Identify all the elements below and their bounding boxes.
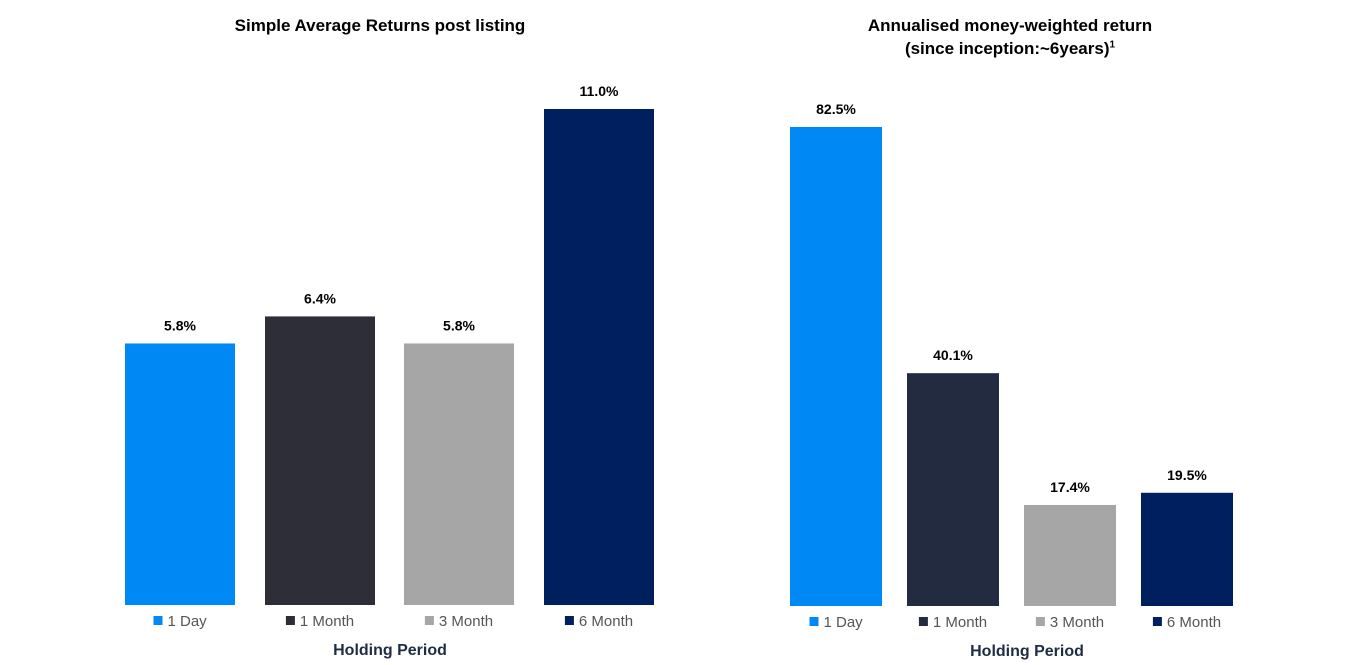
- bar-left-1-month: [265, 316, 375, 605]
- legend-swatch-right-3-month: [1035, 617, 1045, 626]
- chart-subtitle-right: (since inception:~6years): [904, 39, 1110, 58]
- data-label-left-3-month: 5.8%: [443, 317, 475, 333]
- legend-label-right-6-month: 6 Month: [1167, 614, 1221, 631]
- legend-label-left-1-day: 1 Day: [168, 613, 208, 630]
- legend-label-left-6-month: 6 Month: [579, 613, 633, 630]
- chart-left: 5.8% 1 Day 6.4% 1 Month 5.8% 3 Month 11.0% 6 Mo…: [125, 83, 654, 630]
- legend-swatch-left-1-month: [285, 616, 295, 625]
- data-label-left-1-day: 5.8%: [164, 317, 196, 333]
- legend-swatch-right-1-month: [918, 617, 928, 626]
- data-label-left-1-month: 6.4%: [304, 290, 336, 306]
- x-axis-label-left: Holding Period: [333, 642, 447, 659]
- legend-swatch-left-3-month: [424, 616, 434, 625]
- bar-right-1-month: [907, 373, 999, 606]
- bar-right-3-month: [1024, 504, 1116, 606]
- legend-swatch-right-1-day: [809, 617, 819, 626]
- legend-label-right-1-month: 1 Month: [933, 614, 987, 631]
- data-label-left-6-month: 11.0%: [580, 83, 619, 99]
- data-label-right-6-month: 19.5%: [1167, 467, 1207, 483]
- legend-label-left-3-month: 3 Month: [439, 613, 493, 630]
- bar-right-1-day: [790, 127, 882, 606]
- legend-swatch-right-6-month: [1152, 617, 1162, 626]
- data-label-right-1-month: 40.1%: [933, 347, 973, 363]
- legend-swatch-left-1-day: [153, 616, 163, 625]
- chart-title-left: Simple Average Returns post listing: [130, 14, 630, 37]
- footnote-marker: 1: [1109, 39, 1116, 51]
- legend-label-left-1-month: 1 Month: [300, 613, 354, 630]
- legend-label-right-1-day: 1 Day: [824, 614, 864, 631]
- bar-left-6-month: [544, 109, 654, 605]
- chart-title-right-text: Annualised money-weighted return: [867, 16, 1153, 35]
- bar-right-6-month: [1141, 492, 1233, 606]
- chart-title-left-text: Simple Average Returns post listing: [234, 16, 526, 35]
- bar-left-1-day: [125, 343, 235, 605]
- bar-left-3-month: [404, 343, 514, 605]
- x-axis-label-right: Holding Period: [970, 643, 1084, 660]
- chart-title-right: Annualised money-weighted return (since …: [760, 14, 1260, 60]
- data-label-right-1-day: 82.5%: [816, 101, 856, 117]
- legend-label-right-3-month: 3 Month: [1050, 614, 1104, 631]
- data-label-right-3-month: 17.4%: [1050, 479, 1090, 495]
- chart-right: 82.5% 1 Day 40.1% 1 Month 17.4% 3 Month 19.5% 6…: [790, 101, 1233, 631]
- legend-swatch-left-6-month: [564, 616, 574, 625]
